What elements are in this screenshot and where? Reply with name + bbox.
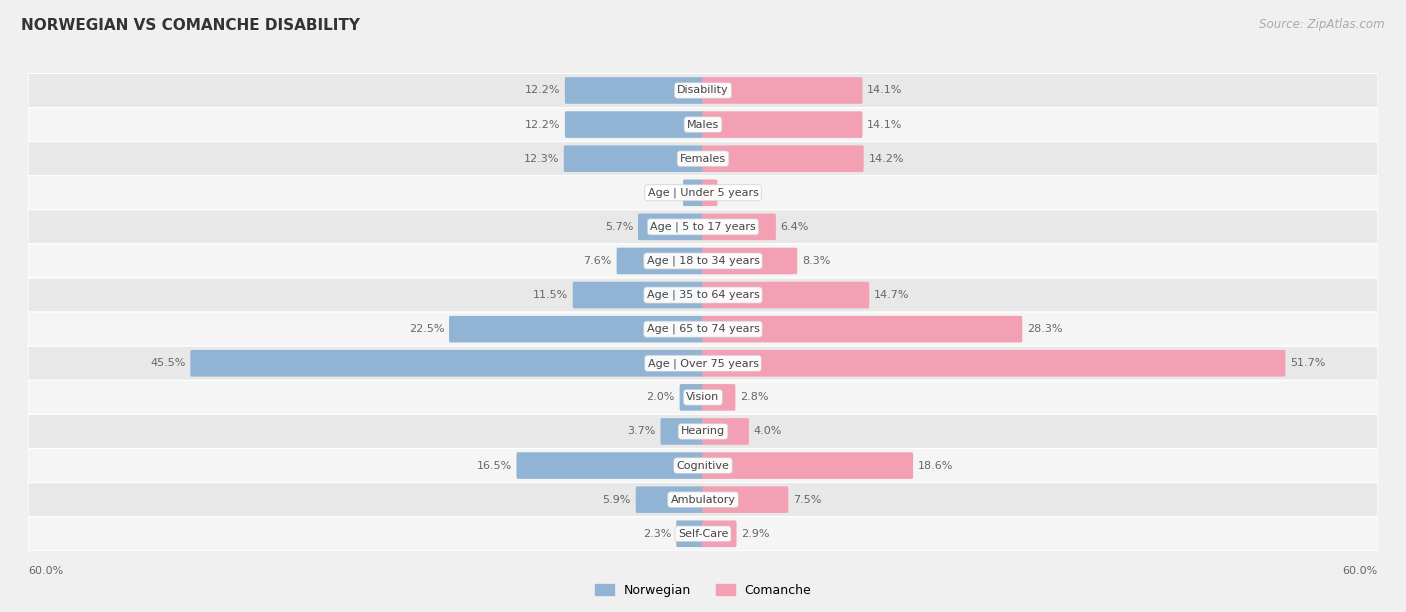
Text: Ambulatory: Ambulatory — [671, 494, 735, 505]
Text: 2.8%: 2.8% — [740, 392, 769, 402]
Text: 12.2%: 12.2% — [524, 119, 560, 130]
FancyBboxPatch shape — [702, 77, 862, 104]
FancyBboxPatch shape — [28, 517, 1378, 551]
FancyBboxPatch shape — [702, 487, 789, 513]
FancyBboxPatch shape — [516, 452, 704, 479]
Text: 8.3%: 8.3% — [801, 256, 831, 266]
Text: Self-Care: Self-Care — [678, 529, 728, 539]
Text: 7.6%: 7.6% — [583, 256, 612, 266]
Text: Hearing: Hearing — [681, 427, 725, 436]
Text: 12.3%: 12.3% — [523, 154, 560, 163]
FancyBboxPatch shape — [28, 108, 1378, 141]
FancyBboxPatch shape — [702, 248, 797, 274]
FancyBboxPatch shape — [702, 316, 1022, 343]
Legend: Norwegian, Comanche: Norwegian, Comanche — [589, 579, 817, 602]
Text: 14.1%: 14.1% — [868, 119, 903, 130]
Text: 11.5%: 11.5% — [533, 290, 568, 300]
Text: Females: Females — [681, 154, 725, 163]
FancyBboxPatch shape — [28, 210, 1378, 244]
FancyBboxPatch shape — [636, 487, 704, 513]
Text: 14.2%: 14.2% — [869, 154, 904, 163]
FancyBboxPatch shape — [676, 520, 704, 547]
Text: 45.5%: 45.5% — [150, 358, 186, 368]
FancyBboxPatch shape — [683, 179, 704, 206]
FancyBboxPatch shape — [28, 176, 1378, 210]
Text: 3.7%: 3.7% — [627, 427, 655, 436]
Text: 60.0%: 60.0% — [1343, 566, 1378, 576]
Text: Cognitive: Cognitive — [676, 461, 730, 471]
Text: NORWEGIAN VS COMANCHE DISABILITY: NORWEGIAN VS COMANCHE DISABILITY — [21, 18, 360, 34]
Text: 22.5%: 22.5% — [409, 324, 444, 334]
Text: 2.0%: 2.0% — [647, 392, 675, 402]
FancyBboxPatch shape — [679, 384, 704, 411]
FancyBboxPatch shape — [28, 73, 1378, 108]
Text: Source: ZipAtlas.com: Source: ZipAtlas.com — [1260, 18, 1385, 31]
FancyBboxPatch shape — [28, 244, 1378, 278]
FancyBboxPatch shape — [702, 214, 776, 240]
FancyBboxPatch shape — [617, 248, 704, 274]
Text: 16.5%: 16.5% — [477, 461, 512, 471]
Text: Age | 5 to 17 years: Age | 5 to 17 years — [650, 222, 756, 232]
Text: 1.2%: 1.2% — [723, 188, 751, 198]
Text: 4.0%: 4.0% — [754, 427, 782, 436]
FancyBboxPatch shape — [702, 418, 749, 445]
Text: 18.6%: 18.6% — [918, 461, 953, 471]
Text: 2.3%: 2.3% — [643, 529, 672, 539]
FancyBboxPatch shape — [28, 483, 1378, 517]
FancyBboxPatch shape — [565, 77, 704, 104]
Text: 7.5%: 7.5% — [793, 494, 821, 505]
Text: Age | 18 to 34 years: Age | 18 to 34 years — [647, 256, 759, 266]
FancyBboxPatch shape — [28, 346, 1378, 380]
FancyBboxPatch shape — [565, 111, 704, 138]
FancyBboxPatch shape — [28, 449, 1378, 483]
FancyBboxPatch shape — [28, 278, 1378, 312]
Text: 12.2%: 12.2% — [524, 86, 560, 95]
FancyBboxPatch shape — [28, 312, 1378, 346]
FancyBboxPatch shape — [661, 418, 704, 445]
FancyBboxPatch shape — [702, 520, 737, 547]
FancyBboxPatch shape — [564, 146, 704, 172]
Text: Age | Under 5 years: Age | Under 5 years — [648, 187, 758, 198]
FancyBboxPatch shape — [638, 214, 704, 240]
Text: Males: Males — [688, 119, 718, 130]
FancyBboxPatch shape — [572, 282, 704, 308]
Text: Age | 35 to 64 years: Age | 35 to 64 years — [647, 290, 759, 300]
Text: 14.1%: 14.1% — [868, 86, 903, 95]
Text: 14.7%: 14.7% — [875, 290, 910, 300]
Text: 28.3%: 28.3% — [1026, 324, 1063, 334]
Text: Age | Over 75 years: Age | Over 75 years — [648, 358, 758, 368]
Text: 6.4%: 6.4% — [780, 222, 808, 232]
FancyBboxPatch shape — [702, 111, 862, 138]
Text: 60.0%: 60.0% — [28, 566, 63, 576]
FancyBboxPatch shape — [702, 350, 1285, 376]
Text: Disability: Disability — [678, 86, 728, 95]
FancyBboxPatch shape — [190, 350, 704, 376]
Text: Vision: Vision — [686, 392, 720, 402]
Text: 5.9%: 5.9% — [603, 494, 631, 505]
FancyBboxPatch shape — [28, 141, 1378, 176]
FancyBboxPatch shape — [702, 384, 735, 411]
FancyBboxPatch shape — [449, 316, 704, 343]
FancyBboxPatch shape — [28, 380, 1378, 414]
FancyBboxPatch shape — [28, 414, 1378, 449]
Text: Age | 65 to 74 years: Age | 65 to 74 years — [647, 324, 759, 334]
FancyBboxPatch shape — [702, 452, 912, 479]
Text: 1.7%: 1.7% — [650, 188, 678, 198]
Text: 2.9%: 2.9% — [741, 529, 769, 539]
FancyBboxPatch shape — [702, 282, 869, 308]
Text: 5.7%: 5.7% — [605, 222, 633, 232]
FancyBboxPatch shape — [702, 146, 863, 172]
FancyBboxPatch shape — [702, 179, 717, 206]
Text: 51.7%: 51.7% — [1291, 358, 1326, 368]
